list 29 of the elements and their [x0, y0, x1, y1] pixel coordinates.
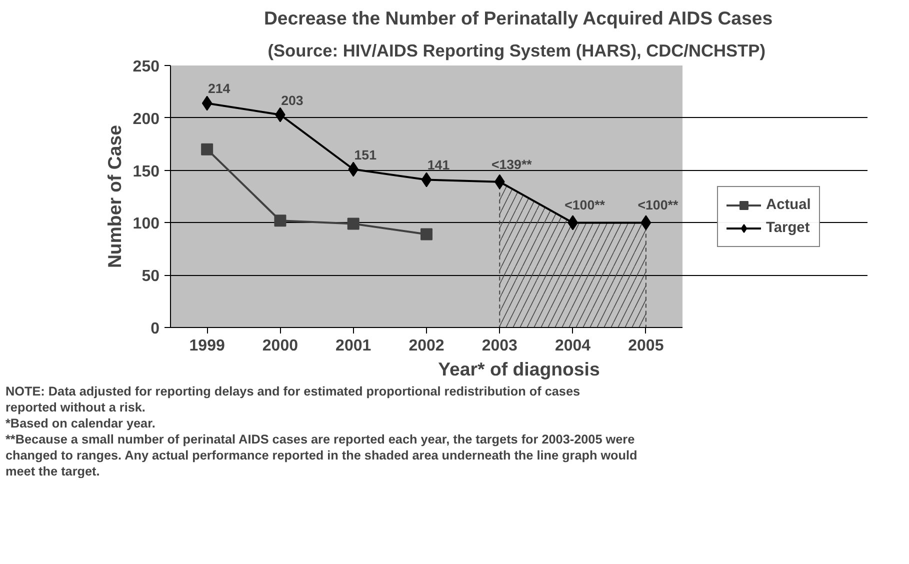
- x-tick-label: 1999: [189, 338, 225, 354]
- y-tick-label: 100: [132, 216, 160, 233]
- y-tick-label: 200: [132, 110, 160, 128]
- x-axis-title: Year* of diagnosis: [438, 358, 600, 380]
- text: NOTE: Data adjusted for reporting delays and for estimated proportional redistribution of cases reported without a risk.: [6, 384, 580, 414]
- text: *Based on calendar year.: [6, 416, 156, 430]
- legend-label: Actual: [766, 197, 811, 213]
- x-tick-label: 2000: [262, 338, 298, 354]
- x-tick-label: 2001: [336, 338, 372, 354]
- x-tick-label: 2004: [554, 338, 591, 354]
- data-label: 151: [354, 147, 378, 162]
- x-tick-label: 2005: [628, 338, 664, 354]
- x-tick-label: 2003: [482, 338, 518, 354]
- y-tick-label: 250: [132, 58, 160, 76]
- y-tick-label: 0: [150, 320, 160, 338]
- data-label: <139**: [491, 156, 533, 172]
- y-tick-label: 50: [142, 268, 160, 286]
- y-tick-label: 150: [132, 163, 160, 180]
- data-label: <100**: [564, 198, 606, 213]
- data-label: <100**: [638, 198, 679, 213]
- chart-subtitle: (Source: HIV/AIDS Reporting System (HARS), CDC/NCHSTP): [268, 40, 766, 60]
- chart-title: Decrease the Number of Perinatally Acquired AIDS Cases: [264, 8, 773, 28]
- legend-label: Target: [766, 220, 810, 236]
- data-label: 214: [208, 81, 231, 96]
- x-tick-label: 2002: [408, 338, 444, 354]
- y-axis-title: Number of Case: [104, 124, 125, 268]
- data-label: 203: [281, 92, 304, 108]
- text: **Because a small number of perinatal AIDS cases are reported each year, the targets for 2003-2005 were changed to ranges. Any actual performance reported in the shaded area underneath the line graph would meet the target.: [6, 432, 638, 478]
- data-label: 141: [427, 158, 450, 173]
